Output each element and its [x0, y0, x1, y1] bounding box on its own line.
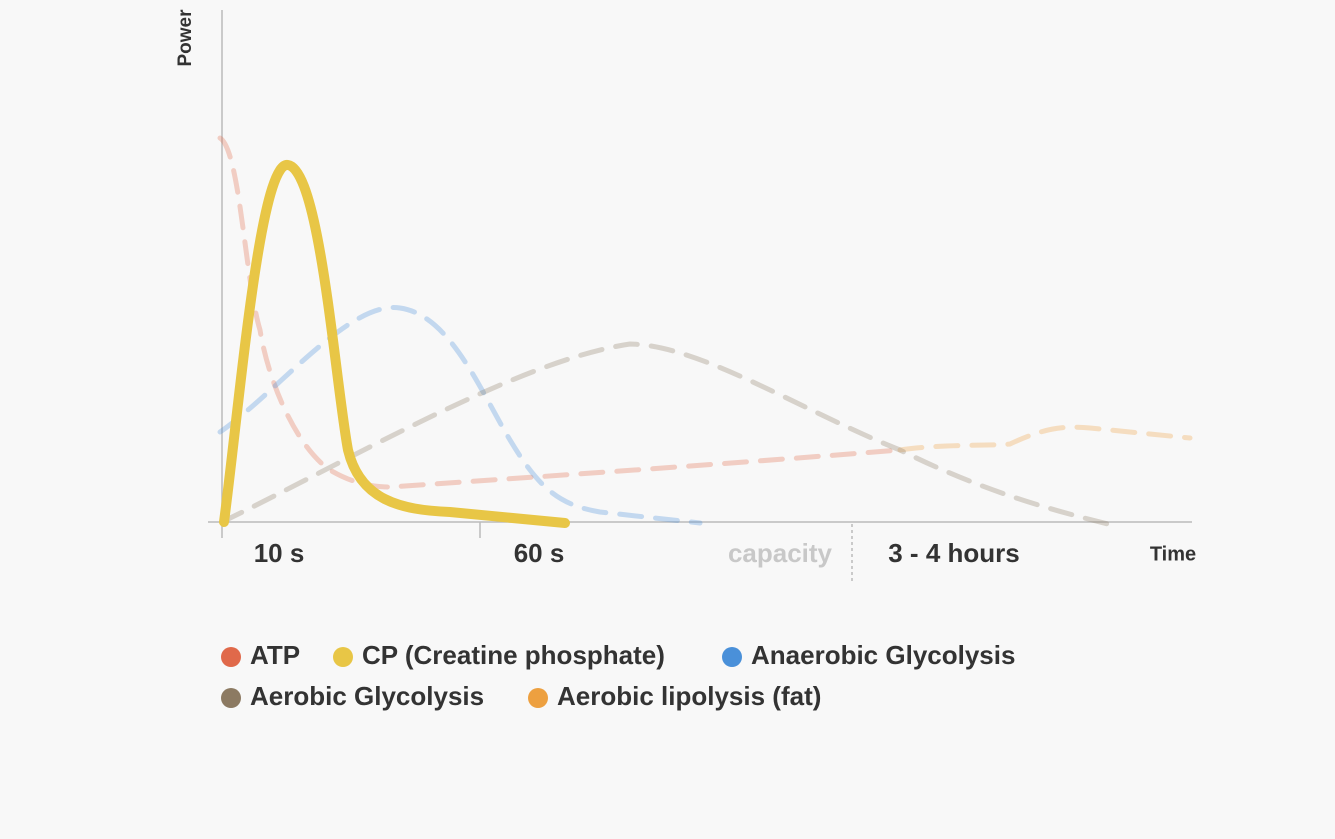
time-label: 3 - 4 hours [888, 538, 1019, 568]
legend-dot [528, 688, 548, 708]
legend-dot [722, 647, 742, 667]
fat-curve [897, 424, 1193, 453]
legend-dot [221, 647, 241, 667]
cp-curve [219, 160, 570, 528]
legend-label: Aerobic Glycolysis [250, 681, 484, 711]
legend: ATP CP (Creatine phosphate) Anaerobic Gl… [221, 640, 1015, 711]
legend-dot [221, 688, 241, 708]
atp-curve [217, 135, 903, 490]
legend-label: CP (Creatine phosphate) [362, 640, 665, 670]
time-label: 60 s [514, 538, 565, 568]
anaerobic-curve [217, 305, 703, 526]
time-label: 10 s [254, 538, 305, 568]
legend-label: ATP [250, 640, 300, 670]
aerobic-curve [219, 341, 1123, 530]
time-label: capacity [728, 538, 833, 568]
x-axis-label: Time [1150, 543, 1196, 565]
legend-dot [333, 647, 353, 667]
legend-label: Aerobic lipolysis (fat) [557, 681, 821, 711]
legend-label: Anaerobic Glycolysis [751, 640, 1015, 670]
y-axis-label: Power [175, 9, 196, 67]
